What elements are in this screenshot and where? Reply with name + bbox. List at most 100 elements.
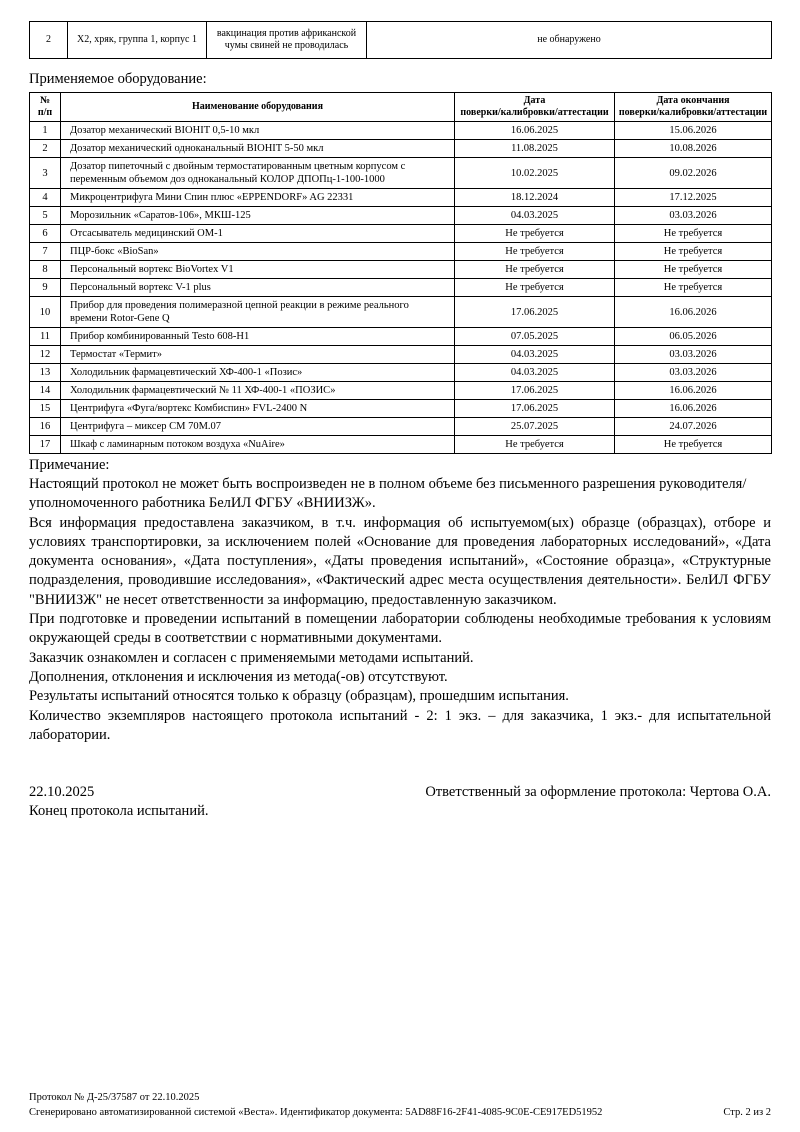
- verification-date: Не требуется: [454, 224, 615, 243]
- verification-date: 04.03.2025: [454, 363, 615, 382]
- verification-end-date: 06.05.2026: [614, 327, 772, 346]
- equipment-name: Микроцентрифуга Мини Спин плюс «EPPENDOR…: [60, 188, 455, 207]
- protocol-date: 22.10.2025: [29, 784, 95, 801]
- verification-end-date: 16.06.2026: [614, 296, 772, 328]
- verification-end-date: Не требуется: [614, 278, 772, 297]
- equipment-row: 10 Прибор для проведения полимеразной цеп…: [29, 296, 772, 328]
- equipment-row: 8 Персональный вортекс BioVortex V1 Не тре…: [29, 260, 772, 279]
- equipment-row: 16 Центрифуга – миксер СМ 70М.07 25.07.202…: [29, 417, 772, 436]
- equipment-row-number: 11: [29, 327, 61, 346]
- equipment-row: 5 Морозильник «Саратов-106», МКШ-125 04.03…: [29, 206, 772, 225]
- equipment-row-number: 15: [29, 399, 61, 418]
- verification-date: 18.12.2024: [454, 188, 615, 207]
- equipment-row: 6 Отсасыватель медицинский ОМ-1 Не требует…: [29, 224, 772, 243]
- equipment-row: 12 Термостат «Термит» 04.03.2025 03.03.2026: [29, 345, 772, 364]
- sample-vaccination-info: вакцинация против африканской чумы свине…: [206, 21, 367, 59]
- equipment-row: 2 Дозатор механический одноканальный BIOH…: [29, 139, 772, 158]
- page-footer: Протокол № Д-25/37587 от 22.10.2025 Сген…: [29, 1091, 771, 1120]
- equipment-row-number: 1: [29, 121, 61, 140]
- equipment-row: 1 Дозатор механический BIOHIT 0,5-10 мкл 1…: [29, 121, 772, 140]
- equipment-row-number: 2: [29, 139, 61, 158]
- equipment-name: Персональный вортекс BioVortex V1: [60, 260, 455, 279]
- equipment-name: Дозатор механический одноканальный BIOHI…: [60, 139, 455, 158]
- responsible-person: Ответственный за оформление протокола: Ч…: [425, 784, 771, 801]
- verification-end-date: 17.12.2025: [614, 188, 772, 207]
- verification-date: 11.08.2025: [454, 139, 615, 158]
- note-paragraph: При подготовке и проведении испытаний в …: [29, 611, 771, 647]
- equipment-row: 4 Микроцентрифуга Мини Спин плюс «EPPENDO…: [29, 188, 772, 207]
- equipment-name: Дозатор механический BIOHIT 0,5-10 мкл: [60, 121, 455, 140]
- equipment-row: 7 ПЦР-бокс «BioSan» Не требуется Не требует…: [29, 242, 772, 261]
- equipment-name: Дозатор пипеточный с двойным термостатир…: [60, 157, 455, 189]
- equipment-name: Шкаф с ламинарным потоком воздуха «NuAir…: [60, 435, 455, 454]
- equipment-row: 9 Персональный вортекс V-1 plus Не требует…: [29, 278, 772, 297]
- header-verification-date: Дата поверки/калибровки/аттестации: [454, 92, 615, 122]
- verification-end-date: Не требуется: [614, 435, 772, 454]
- equipment-name: Холодильник фармацевтический ХФ-400-1 «П…: [60, 363, 455, 382]
- equipment-row-number: 3: [29, 157, 61, 189]
- equipment-section-title: Применяемое оборудование:: [29, 71, 207, 87]
- equipment-row-number: 17: [29, 435, 61, 454]
- equipment-name: Холодильник фармацевтический № 11 ХФ-400…: [60, 381, 455, 400]
- equipment-name: Термостат «Термит»: [60, 345, 455, 364]
- equipment-name: Морозильник «Саратов-106», МКШ-125: [60, 206, 455, 225]
- equipment-row-number: 16: [29, 417, 61, 436]
- sample-results-table: 2 Х2, хряк, группа 1, корпус 1 вакцинаци…: [29, 21, 772, 59]
- verification-date: 04.03.2025: [454, 345, 615, 364]
- verification-date: Не требуется: [454, 435, 615, 454]
- verification-end-date: 24.07.2026: [614, 417, 772, 436]
- header-verification-end-date: Дата окончания поверки/калибровки/аттест…: [614, 92, 772, 122]
- note-paragraph: Заказчик ознакомлен и согласен с применя…: [29, 649, 474, 666]
- verification-date: 04.03.2025: [454, 206, 615, 225]
- verification-date: 16.06.2025: [454, 121, 615, 140]
- sample-result-row: 2 Х2, хряк, группа 1, корпус 1 вакцинаци…: [29, 21, 772, 59]
- verification-date: 10.02.2025: [454, 157, 615, 189]
- sample-row-number: 2: [29, 21, 68, 59]
- equipment-row: 14 Холодильник фармацевтический № 11 ХФ-4…: [29, 381, 772, 400]
- verification-end-date: 15.06.2026: [614, 121, 772, 140]
- equipment-row: 13 Холодильник фармацевтический ХФ-400-1 …: [29, 363, 772, 382]
- verification-date: Не требуется: [454, 278, 615, 297]
- equipment-name: Центрифуга «Фуга/вортекс Комбиспин» FVL-…: [60, 399, 455, 418]
- header-row-number: № п/п: [29, 92, 61, 122]
- equipment-name: Персональный вортекс V-1 plus: [60, 278, 455, 297]
- verification-end-date: 03.03.2026: [614, 363, 772, 382]
- verification-end-date: 16.06.2026: [614, 399, 772, 418]
- notes-block: Настоящий протокол не может быть воспрои…: [29, 475, 771, 745]
- verification-end-date: 03.03.2026: [614, 345, 772, 364]
- equipment-row-number: 7: [29, 242, 61, 261]
- equipment-row-number: 12: [29, 345, 61, 364]
- equipment-name: ПЦР-бокс «BioSan»: [60, 242, 455, 261]
- equipment-name: Прибор комбинированный Testo 608-H1: [60, 327, 455, 346]
- verification-date: 17.06.2025: [454, 381, 615, 400]
- equipment-table-body: 1 Дозатор механический BIOHIT 0,5-10 мкл 1…: [29, 121, 772, 454]
- header-equipment-name: Наименование оборудования: [60, 92, 455, 122]
- note-paragraph: Дополнения, отклонения и исключения из м…: [29, 668, 448, 685]
- verification-date: 25.07.2025: [454, 417, 615, 436]
- verification-end-date: 03.03.2026: [614, 206, 772, 225]
- equipment-row-number: 9: [29, 278, 61, 297]
- equipment-row: 3 Дозатор пипеточный с двойным термостати…: [29, 157, 772, 189]
- note-paragraph: Вся информация предоставлена заказчиком,…: [29, 514, 771, 608]
- equipment-row-number: 14: [29, 381, 61, 400]
- end-of-protocol: Конец протокола испытаний.: [29, 803, 209, 820]
- equipment-table: № п/п Наименование оборудования Дата пов…: [29, 92, 772, 454]
- verification-date: 17.06.2025: [454, 296, 615, 328]
- footer-generated-info: Сгенерировано автоматизированной системо…: [29, 1106, 603, 1118]
- equipment-row-number: 6: [29, 224, 61, 243]
- equipment-row-number: 10: [29, 296, 61, 328]
- note-paragraph: Результаты испытаний относятся только к …: [29, 688, 569, 705]
- notes-title: Примечание:: [29, 457, 110, 473]
- verification-date: Не требуется: [454, 242, 615, 261]
- sample-result-value: не обнаружено: [366, 21, 772, 59]
- equipment-row-number: 4: [29, 188, 61, 207]
- verification-date: 17.06.2025: [454, 399, 615, 418]
- equipment-table-header-row: № п/п Наименование оборудования Дата пов…: [29, 92, 772, 122]
- verification-end-date: Не требуется: [614, 242, 772, 261]
- verification-end-date: 16.06.2026: [614, 381, 772, 400]
- equipment-name: Прибор для проведения полимеразной цепно…: [60, 296, 455, 328]
- verification-end-date: Не требуется: [614, 224, 772, 243]
- equipment-row: 11 Прибор комбинированный Testo 608-H1 07.…: [29, 327, 772, 346]
- verification-end-date: Не требуется: [614, 260, 772, 279]
